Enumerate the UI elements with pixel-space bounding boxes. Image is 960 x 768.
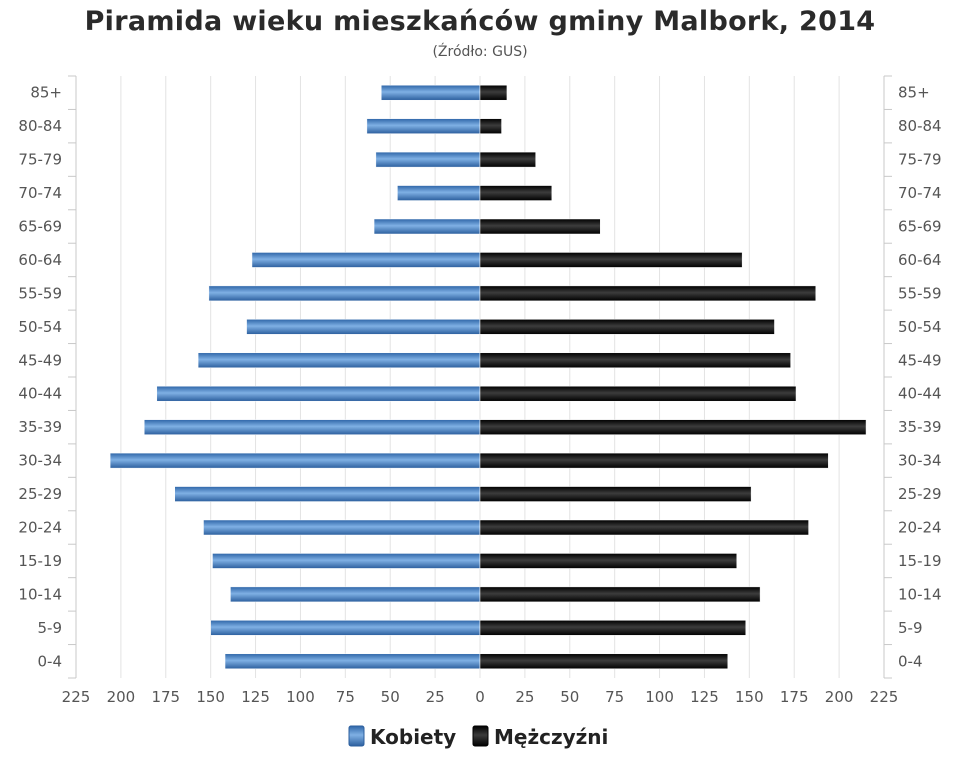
bar-kobiety bbox=[251, 252, 481, 268]
bar-mezczyzni bbox=[479, 151, 536, 168]
y-tick-label-left: 40-44 bbox=[18, 385, 62, 403]
y-tick-label-right: 25-29 bbox=[898, 485, 942, 503]
bar-kobiety bbox=[143, 419, 481, 435]
bar-mezczyzni bbox=[479, 185, 553, 201]
bar-mezczyzni bbox=[479, 519, 809, 536]
x-tick-label: 125 bbox=[241, 688, 270, 706]
x-tick-label: 200 bbox=[107, 688, 136, 706]
bar-mezczyzni bbox=[479, 653, 729, 670]
y-tick-label-right: 0-4 bbox=[898, 652, 923, 670]
y-tick-label-right: 10-14 bbox=[898, 585, 942, 603]
bar-mezczyzni bbox=[479, 218, 601, 235]
bar-kobiety bbox=[174, 486, 481, 502]
y-tick-label-right: 70-74 bbox=[898, 184, 942, 202]
y-tick-label-left: 70-74 bbox=[18, 184, 62, 202]
x-tick-label: 50 bbox=[381, 688, 400, 706]
bar-mezczyzni bbox=[479, 553, 738, 569]
y-tick-label-right: 55-59 bbox=[898, 284, 942, 302]
y-tick-label-right: 85+ bbox=[898, 84, 930, 102]
bar-mezczyzni bbox=[479, 419, 867, 435]
legend-swatch-kobiety bbox=[348, 725, 365, 747]
bar-mezczyzni bbox=[479, 385, 797, 402]
bar-mezczyzni bbox=[479, 620, 746, 636]
bar-mezczyzni bbox=[479, 319, 775, 335]
bar-mezczyzni bbox=[479, 285, 817, 302]
y-tick-label-left: 35-39 bbox=[18, 418, 62, 436]
y-tick-label-left: 0-4 bbox=[38, 652, 63, 670]
y-tick-label-right: 45-49 bbox=[898, 351, 942, 369]
y-tick-label-right: 30-34 bbox=[898, 452, 942, 470]
bar-kobiety bbox=[156, 385, 481, 402]
bar-kobiety bbox=[246, 319, 481, 335]
legend-swatch-mezczyzni bbox=[472, 725, 489, 747]
bar-mezczyzni bbox=[479, 252, 743, 268]
bar-mezczyzni bbox=[479, 118, 502, 134]
y-tick-label-right: 15-19 bbox=[898, 552, 942, 570]
y-tick-label-left: 25-29 bbox=[18, 485, 62, 503]
chart-title: Piramida wieku mieszkańców gminy Malbork… bbox=[84, 6, 876, 37]
x-tick-label: 150 bbox=[196, 688, 225, 706]
y-tick-label-left: 15-19 bbox=[18, 552, 62, 570]
bar-kobiety bbox=[224, 653, 481, 670]
y-tick-label-left: 10-14 bbox=[18, 585, 62, 603]
x-tick-label: 225 bbox=[870, 688, 899, 706]
x-tick-label: 150 bbox=[735, 688, 764, 706]
y-tick-label-left: 20-24 bbox=[18, 519, 62, 537]
bar-kobiety bbox=[197, 352, 481, 369]
x-tick-label: 50 bbox=[560, 688, 579, 706]
x-tick-label: 0 bbox=[475, 688, 485, 706]
bar-kobiety bbox=[212, 553, 481, 569]
y-tick-label-left: 45-49 bbox=[18, 351, 62, 369]
y-tick-label-left: 30-34 bbox=[18, 452, 62, 470]
x-tick-label: 75 bbox=[336, 688, 355, 706]
legend-label-kobiety: Kobiety bbox=[370, 725, 456, 749]
bar-kobiety bbox=[380, 84, 481, 101]
bar-mezczyzni bbox=[479, 586, 761, 603]
y-tick-label-right: 20-24 bbox=[898, 519, 942, 537]
x-tick-label: 25 bbox=[515, 688, 534, 706]
x-tick-label: 100 bbox=[286, 688, 315, 706]
y-tick-label-right: 75-79 bbox=[898, 151, 942, 169]
y-tick-label-right: 80-84 bbox=[898, 117, 942, 135]
y-tick-label-right: 40-44 bbox=[898, 385, 942, 403]
x-tick-label: 175 bbox=[780, 688, 809, 706]
y-tick-label-right: 65-69 bbox=[898, 218, 942, 236]
bar-kobiety bbox=[208, 285, 481, 302]
y-tick-label-right: 5-9 bbox=[898, 619, 923, 637]
x-tick-label: 175 bbox=[151, 688, 180, 706]
y-tick-label-left: 85+ bbox=[30, 84, 62, 102]
bar-kobiety bbox=[210, 620, 481, 636]
y-tick-label-left: 80-84 bbox=[18, 117, 62, 135]
bar-mezczyzni bbox=[479, 352, 791, 369]
bar-kobiety bbox=[203, 519, 481, 536]
bar-kobiety bbox=[397, 185, 481, 201]
bar-kobiety bbox=[373, 218, 481, 235]
x-tick-label: 25 bbox=[426, 688, 445, 706]
y-tick-label-left: 5-9 bbox=[38, 619, 63, 637]
y-tick-label-left: 75-79 bbox=[18, 151, 62, 169]
y-tick-label-left: 50-54 bbox=[18, 318, 62, 336]
x-tick-label: 225 bbox=[62, 688, 91, 706]
y-tick-label-left: 60-64 bbox=[18, 251, 62, 269]
chart-subtitle: (Źródło: GUS) bbox=[432, 44, 528, 60]
y-tick-label-right: 50-54 bbox=[898, 318, 942, 336]
bar-mezczyzni bbox=[479, 452, 829, 469]
y-tick-label-left: 65-69 bbox=[18, 218, 62, 236]
bar-mezczyzni bbox=[479, 84, 508, 101]
bar-kobiety bbox=[230, 586, 481, 603]
y-tick-label-left: 55-59 bbox=[18, 284, 62, 302]
x-tick-label: 125 bbox=[690, 688, 719, 706]
x-tick-label: 100 bbox=[645, 688, 674, 706]
bar-kobiety bbox=[375, 151, 481, 168]
bar-kobiety bbox=[109, 452, 481, 469]
y-tick-label-right: 35-39 bbox=[898, 418, 942, 436]
legend-label-mezczyzni: Mężczyźni bbox=[494, 725, 608, 749]
x-tick-label: 200 bbox=[825, 688, 854, 706]
bar-kobiety bbox=[366, 118, 481, 134]
y-tick-label-right: 60-64 bbox=[898, 251, 942, 269]
bar-mezczyzni bbox=[479, 486, 752, 502]
x-tick-label: 75 bbox=[605, 688, 624, 706]
